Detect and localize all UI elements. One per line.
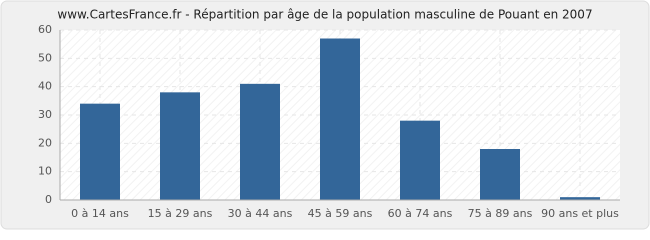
- y-tick-label: 10: [38, 165, 52, 178]
- x-tick-label: 90 ans et plus: [541, 207, 619, 220]
- page: {"chart_data": {"type": "bar", "title": …: [0, 0, 650, 230]
- x-tick-label: 0 à 14 ans: [71, 207, 129, 220]
- bar: [160, 92, 200, 200]
- x-tick-label: 15 à 29 ans: [148, 207, 213, 220]
- y-tick-label: 60: [38, 23, 52, 36]
- y-tick-label: 40: [38, 80, 52, 93]
- y-tick-label: 0: [45, 193, 52, 206]
- x-tick-label: 75 à 89 ans: [468, 207, 533, 220]
- bar: [560, 197, 600, 200]
- y-tick-label: 20: [38, 136, 52, 149]
- chart-title: www.CartesFrance.fr - Répartition par âg…: [57, 8, 592, 22]
- x-tick-label: 45 à 59 ans: [308, 207, 373, 220]
- bar: [320, 38, 360, 200]
- x-tick-label: 60 à 74 ans: [388, 207, 453, 220]
- bar: [240, 83, 280, 200]
- chart: www.CartesFrance.fr - Répartition par âg…: [0, 0, 650, 230]
- bar: [80, 103, 120, 200]
- x-tick-label: 30 à 44 ans: [228, 207, 293, 220]
- bar: [480, 149, 520, 200]
- y-tick-label: 50: [38, 51, 52, 64]
- y-tick-label: 30: [38, 108, 52, 121]
- bar: [400, 120, 440, 200]
